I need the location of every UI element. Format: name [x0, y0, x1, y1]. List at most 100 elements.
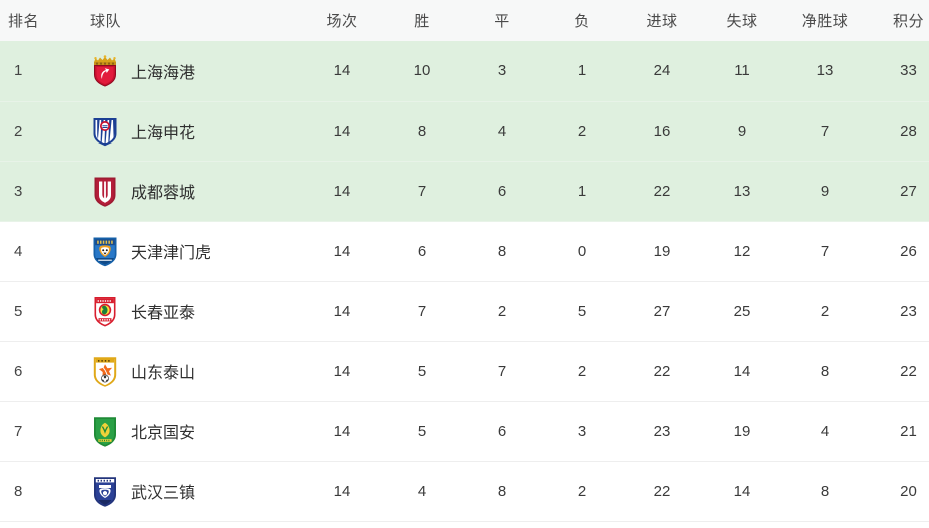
table-row[interactable]: 7 北京国安 14 5 6 3 23 19 4 21 — [0, 401, 929, 462]
cell-team[interactable]: 天津津门虎 — [86, 221, 302, 282]
cell-draw: 6 — [462, 401, 542, 462]
table-row[interactable]: 4 天津津门虎 14 6 8 0 19 12 7 26 — [0, 221, 929, 282]
team-cell-content[interactable]: 上海申花 — [86, 115, 302, 147]
team-cell-content[interactable]: 山东泰山 — [86, 355, 302, 387]
cell-win: 6 — [382, 221, 462, 282]
tianjin-jinmen-tiger-crest-icon — [90, 235, 120, 267]
shanghai-port-crest-icon — [90, 55, 120, 87]
cell-win: 8 — [382, 101, 462, 162]
cell-points: 22 — [868, 341, 929, 402]
cell-rank: 1 — [0, 41, 86, 102]
team-name[interactable]: 上海申花 — [131, 125, 196, 142]
cell-rank: 4 — [0, 221, 86, 282]
cell-win: 7 — [382, 161, 462, 222]
beijing-guoan-crest-icon — [90, 415, 120, 447]
cell-played: 14 — [302, 401, 382, 462]
cell-goals-for: 23 — [622, 401, 702, 462]
cell-goal-diff: 8 — [782, 461, 868, 522]
column-header-loss[interactable]: 负 — [574, 13, 590, 30]
cell-goal-diff: 2 — [782, 281, 868, 342]
cell-loss: 5 — [542, 281, 622, 342]
column-header-win[interactable]: 胜 — [414, 13, 430, 30]
cell-points: 23 — [868, 281, 929, 342]
changchun-yatai-crest-icon — [90, 295, 120, 327]
cell-points: 20 — [868, 461, 929, 522]
cell-loss: 0 — [542, 221, 622, 282]
table-row[interactable]: 1 上海海港 14 10 3 1 24 11 13 33 — [0, 41, 929, 102]
cell-team[interactable]: 成都蓉城 — [86, 161, 302, 222]
cell-goal-diff: 7 — [782, 101, 868, 162]
column-header-team[interactable]: 球队 — [90, 13, 122, 30]
cell-played: 14 — [302, 461, 382, 522]
column-header-rank[interactable]: 排名 — [8, 13, 40, 30]
table-row[interactable]: 6 山东泰山 14 5 7 2 22 14 8 22 — [0, 341, 929, 402]
shanghai-shenhua-crest-icon — [90, 115, 120, 147]
team-name[interactable]: 成都蓉城 — [131, 185, 196, 202]
cell-goals-against: 14 — [702, 461, 782, 522]
cell-draw: 3 — [462, 41, 542, 102]
team-name[interactable]: 北京国安 — [131, 425, 196, 442]
cell-team[interactable]: 上海海港 — [86, 41, 302, 102]
cell-goal-diff: 13 — [782, 41, 868, 102]
cell-win: 10 — [382, 41, 462, 102]
cell-rank: 5 — [0, 281, 86, 342]
cell-loss: 2 — [542, 101, 622, 162]
team-cell-content[interactable]: 上海海港 — [86, 55, 302, 87]
team-cell-content[interactable]: 武汉三镇 — [86, 475, 302, 507]
cell-team[interactable]: 山东泰山 — [86, 341, 302, 402]
table-row[interactable]: 8 武汉三镇 14 4 8 2 22 14 8 20 — [0, 461, 929, 522]
cell-goals-for: 22 — [622, 341, 702, 402]
cell-goals-against: 9 — [702, 101, 782, 162]
team-cell-content[interactable]: 成都蓉城 — [86, 175, 302, 207]
cell-played: 14 — [302, 101, 382, 162]
team-name[interactable]: 武汉三镇 — [131, 485, 196, 502]
table-header: 排名 球队 场次 胜 平 负 进球 失球 净胜球 积分 — [0, 0, 929, 41]
cell-goals-against: 12 — [702, 221, 782, 282]
cell-goals-for: 24 — [622, 41, 702, 102]
cell-team[interactable]: 长春亚泰 — [86, 281, 302, 342]
cell-team[interactable]: 上海申花 — [86, 101, 302, 162]
table-row[interactable]: 3 成都蓉城 14 7 6 1 22 13 9 27 — [0, 161, 929, 222]
cell-loss: 1 — [542, 41, 622, 102]
cell-goals-for: 22 — [622, 461, 702, 522]
cell-played: 14 — [302, 221, 382, 282]
column-header-played[interactable]: 场次 — [326, 13, 358, 30]
team-cell-content[interactable]: 北京国安 — [86, 415, 302, 447]
cell-draw: 8 — [462, 461, 542, 522]
cell-win: 7 — [382, 281, 462, 342]
cell-goals-against: 11 — [702, 41, 782, 102]
cell-win: 5 — [382, 401, 462, 462]
team-name[interactable]: 天津津门虎 — [131, 245, 212, 262]
team-name[interactable]: 上海海港 — [131, 64, 196, 82]
cell-rank: 6 — [0, 341, 86, 402]
column-header-goals-against[interactable]: 失球 — [726, 13, 758, 30]
column-header-goal-diff[interactable]: 净胜球 — [801, 13, 849, 30]
cell-goals-for: 19 — [622, 221, 702, 282]
cell-win: 4 — [382, 461, 462, 522]
team-name[interactable]: 山东泰山 — [131, 365, 196, 382]
team-cell-content[interactable]: 长春亚泰 — [86, 295, 302, 327]
column-header-goals-for[interactable]: 进球 — [646, 13, 678, 30]
cell-goal-diff: 4 — [782, 401, 868, 462]
column-header-points[interactable]: 积分 — [892, 13, 924, 30]
team-cell-content[interactable]: 天津津门虎 — [86, 235, 302, 267]
cell-played: 14 — [302, 341, 382, 402]
cell-goals-for: 22 — [622, 161, 702, 222]
cell-team[interactable]: 武汉三镇 — [86, 461, 302, 522]
team-name[interactable]: 长春亚泰 — [131, 305, 196, 322]
cell-rank: 2 — [0, 101, 86, 162]
table-row[interactable]: 5 长春亚泰 14 7 2 5 27 25 — [0, 281, 929, 342]
cell-points: 27 — [868, 161, 929, 222]
shandong-taishan-crest-icon — [90, 355, 120, 387]
wuhan-three-towns-crest-icon — [90, 475, 120, 507]
column-header-draw[interactable]: 平 — [494, 13, 510, 30]
cell-points: 21 — [868, 401, 929, 462]
cell-loss: 2 — [542, 341, 622, 402]
cell-draw: 7 — [462, 341, 542, 402]
cell-rank: 7 — [0, 401, 86, 462]
table-row[interactable]: 2 上海申花 14 8 4 2 16 9 7 28 — [0, 101, 929, 162]
cell-draw: 6 — [462, 161, 542, 222]
cell-team[interactable]: 北京国安 — [86, 401, 302, 462]
cell-loss: 3 — [542, 401, 622, 462]
